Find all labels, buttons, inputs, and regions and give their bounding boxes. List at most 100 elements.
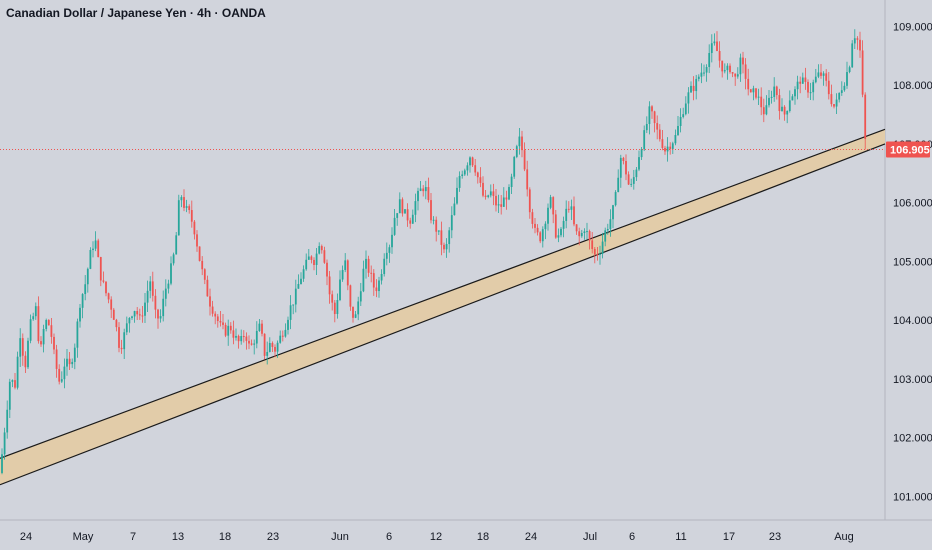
- candle-body[interactable]: [638, 157, 640, 170]
- candle-body[interactable]: [393, 217, 396, 235]
- candle-body[interactable]: [219, 321, 222, 323]
- candle-body[interactable]: [318, 246, 321, 254]
- support-channel-upper-line[interactable]: [0, 128, 886, 459]
- candle-body[interactable]: [352, 306, 354, 318]
- candle-body[interactable]: [411, 214, 414, 224]
- candle-body[interactable]: [110, 299, 113, 310]
- candle-body[interactable]: [515, 146, 518, 157]
- candle-body[interactable]: [385, 252, 388, 259]
- candle-body[interactable]: [326, 262, 328, 277]
- candle-body[interactable]: [794, 89, 796, 97]
- candle-body[interactable]: [820, 72, 822, 76]
- candle-body[interactable]: [307, 256, 310, 260]
- candle-body[interactable]: [723, 70, 726, 72]
- candle-body[interactable]: [206, 279, 209, 297]
- candle-body[interactable]: [463, 170, 466, 175]
- candle-body[interactable]: [721, 60, 724, 72]
- candle-body[interactable]: [79, 307, 81, 322]
- candle-body[interactable]: [809, 92, 812, 94]
- candle-body[interactable]: [713, 41, 716, 44]
- candle-body[interactable]: [284, 329, 287, 337]
- candle-body[interactable]: [632, 177, 635, 184]
- candle-body[interactable]: [185, 206, 188, 208]
- candle-body[interactable]: [229, 325, 232, 331]
- candle-body[interactable]: [523, 150, 526, 170]
- candle-body[interactable]: [593, 248, 596, 255]
- candle-body[interactable]: [414, 201, 417, 215]
- candle-body[interactable]: [8, 381, 11, 410]
- candle-body[interactable]: [398, 199, 401, 214]
- candle-body[interactable]: [138, 314, 141, 316]
- candle-body[interactable]: [125, 323, 128, 333]
- candle-body[interactable]: [276, 342, 279, 352]
- candle-body[interactable]: [768, 97, 770, 106]
- candle-body[interactable]: [328, 276, 331, 295]
- candle-body[interactable]: [34, 306, 37, 317]
- candle-body[interactable]: [606, 228, 609, 231]
- candle-body[interactable]: [833, 104, 835, 107]
- candle-body[interactable]: [86, 268, 89, 285]
- candle-body[interactable]: [268, 342, 271, 352]
- candle-body[interactable]: [149, 281, 152, 291]
- candle-body[interactable]: [448, 230, 451, 245]
- candle-body[interactable]: [50, 325, 53, 337]
- candle-body[interactable]: [406, 209, 409, 221]
- candle-body[interactable]: [526, 169, 529, 190]
- candle-body[interactable]: [136, 311, 139, 315]
- candle-body[interactable]: [864, 94, 867, 139]
- candle-body[interactable]: [227, 325, 230, 336]
- candle-body[interactable]: [482, 182, 484, 196]
- candle-body[interactable]: [505, 197, 508, 200]
- candle-body[interactable]: [560, 228, 562, 236]
- candle-body[interactable]: [859, 39, 861, 51]
- candle-body[interactable]: [209, 296, 211, 307]
- candle-body[interactable]: [170, 263, 172, 284]
- candle-body[interactable]: [435, 219, 438, 232]
- candle-body[interactable]: [177, 200, 180, 236]
- candle-body[interactable]: [42, 329, 45, 345]
- candle-body[interactable]: [214, 313, 217, 317]
- candle-body[interactable]: [76, 321, 79, 348]
- candle-body[interactable]: [97, 240, 100, 258]
- candle-body[interactable]: [547, 207, 549, 224]
- candle-body[interactable]: [305, 259, 308, 270]
- candle-body[interactable]: [718, 51, 721, 61]
- candle-body[interactable]: [201, 260, 204, 270]
- candle-body[interactable]: [372, 273, 375, 288]
- candle-body[interactable]: [474, 165, 477, 173]
- candle-body[interactable]: [1, 454, 3, 473]
- candle-body[interactable]: [791, 96, 794, 101]
- candle-body[interactable]: [58, 368, 61, 382]
- candle-body[interactable]: [508, 187, 510, 200]
- candle-body[interactable]: [783, 106, 786, 115]
- candle-body[interactable]: [237, 335, 240, 342]
- candle-body[interactable]: [266, 351, 269, 356]
- candle-body[interactable]: [258, 323, 261, 331]
- candle-body[interactable]: [123, 332, 126, 350]
- candle-body[interactable]: [778, 95, 781, 112]
- candle-body[interactable]: [27, 340, 29, 368]
- candle-body[interactable]: [788, 100, 791, 111]
- candle-body[interactable]: [401, 199, 404, 214]
- candle-body[interactable]: [409, 220, 412, 224]
- candle-body[interactable]: [664, 147, 666, 152]
- candle-body[interactable]: [666, 146, 669, 152]
- candle-body[interactable]: [216, 316, 219, 322]
- candle-body[interactable]: [645, 123, 648, 131]
- candle-body[interactable]: [822, 73, 825, 76]
- candle-body[interactable]: [604, 230, 607, 242]
- candle-body[interactable]: [419, 188, 422, 191]
- candle-body[interactable]: [687, 92, 690, 104]
- candle-body[interactable]: [45, 320, 48, 330]
- candle-body[interactable]: [817, 72, 820, 77]
- candle-body[interactable]: [648, 106, 651, 124]
- candle-body[interactable]: [193, 221, 196, 235]
- candle-body[interactable]: [242, 336, 245, 338]
- candle-body[interactable]: [807, 81, 809, 93]
- candle-body[interactable]: [627, 174, 630, 185]
- candle-body[interactable]: [99, 257, 102, 281]
- candle-body[interactable]: [261, 323, 263, 334]
- candle-body[interactable]: [162, 298, 165, 317]
- candle-body[interactable]: [183, 197, 185, 208]
